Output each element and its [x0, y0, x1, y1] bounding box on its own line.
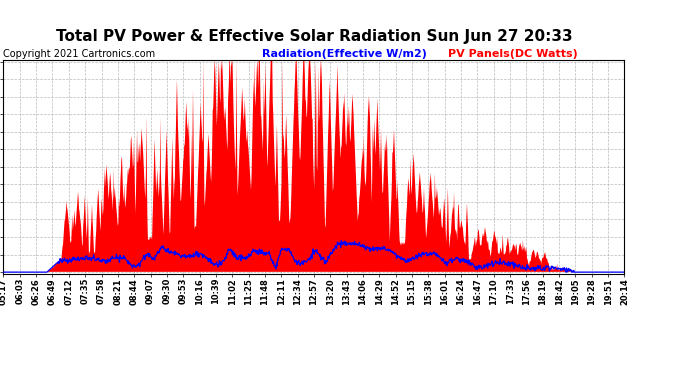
Text: Copyright 2021 Cartronics.com: Copyright 2021 Cartronics.com: [3, 49, 155, 59]
Text: Radiation(Effective W/m2): Radiation(Effective W/m2): [262, 49, 427, 59]
Text: PV Panels(DC Watts): PV Panels(DC Watts): [448, 49, 578, 59]
Title: Total PV Power & Effective Solar Radiation Sun Jun 27 20:33: Total PV Power & Effective Solar Radiati…: [56, 28, 572, 44]
